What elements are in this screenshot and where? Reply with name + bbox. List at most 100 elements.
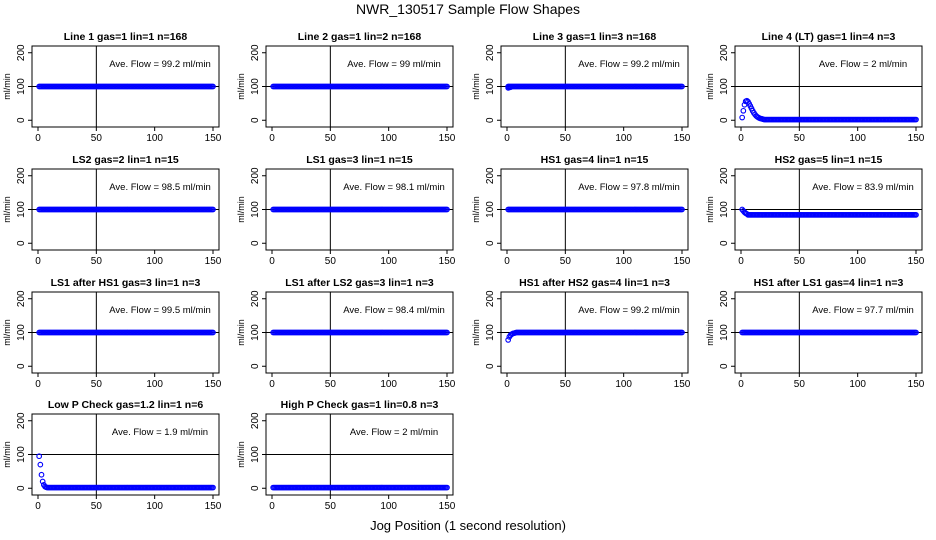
panel-title: LS2 gas=2 lin=1 n=15 bbox=[72, 154, 179, 166]
average-flow-annotation: Ave. Flow = 98.5 ml/min bbox=[109, 182, 210, 193]
y-axis-label: ml/min bbox=[2, 441, 12, 468]
x-tick-label: 50 bbox=[794, 256, 806, 267]
plot-area: LS2 gas=2 lin=1 n=15 0 50 100 150 0 100 200 ml/m… bbox=[2, 154, 222, 267]
x-tick-label: 50 bbox=[794, 379, 806, 390]
chart-panel-6: LS1 gas=3 lin=1 n=15 0 50 100 150 0 100 200 ml/m… bbox=[236, 154, 456, 267]
y-tick-label: 200 bbox=[250, 412, 261, 429]
data-point bbox=[679, 206, 685, 213]
y-axis-label: ml/min bbox=[236, 441, 246, 468]
panel-title: LS1 after HS1 gas=3 lin=1 n=3 bbox=[51, 277, 201, 289]
x-tick-label: 0 bbox=[504, 133, 510, 144]
x-tick-label: 50 bbox=[325, 133, 337, 144]
y-tick-label: 100 bbox=[250, 446, 261, 463]
y-tick-label: 100 bbox=[250, 324, 261, 341]
average-flow-annotation: Ave. Flow = 99 ml/min bbox=[347, 59, 441, 70]
x-tick-label: 50 bbox=[325, 256, 337, 267]
data-point bbox=[38, 471, 45, 478]
panel-title: HS2 gas=5 lin=1 n=15 bbox=[775, 154, 883, 166]
x-tick-label: 0 bbox=[269, 256, 275, 267]
y-tick-label: 100 bbox=[719, 201, 730, 218]
x-tick-label: 50 bbox=[91, 379, 103, 390]
page-title: NWR_130517 Sample Flow Shapes bbox=[355, 1, 581, 17]
data-point bbox=[913, 329, 919, 336]
chart-panel-12: HS1 after LS1 gas=4 lin=1 n=3 0 50 100 150 0 1… bbox=[705, 277, 925, 390]
x-tick-label: 150 bbox=[439, 379, 456, 390]
chart-panel-13: Low P Check gas=1.2 lin=1 n=6 0 50 100 150 0 1… bbox=[2, 399, 222, 512]
average-flow-annotation: Ave. Flow = 97.8 ml/min bbox=[578, 182, 679, 193]
y-tick-label: 200 bbox=[16, 412, 27, 429]
chart-panel-14: High P Check gas=1 lin=0.8 n=3 0 50 100 150 0… bbox=[236, 399, 456, 512]
data-point bbox=[444, 206, 450, 213]
x-tick-label: 0 bbox=[35, 501, 41, 512]
plot-area: High P Check gas=1 lin=0.8 n=3 0 50 100 150 0… bbox=[236, 399, 456, 512]
y-tick-label: 200 bbox=[250, 290, 261, 307]
x-tick-label: 50 bbox=[794, 133, 806, 144]
chart-panel-10: LS1 after LS2 gas=3 lin=1 n=3 0 50 100 150 0 1… bbox=[236, 277, 456, 390]
plot-area: HS1 gas=4 lin=1 n=15 0 50 100 150 0 100 200 ml/m… bbox=[471, 154, 691, 267]
y-tick-label: 200 bbox=[485, 167, 496, 184]
x-tick-label: 0 bbox=[504, 379, 510, 390]
x-tick-label: 50 bbox=[325, 501, 337, 512]
y-tick-label: 100 bbox=[719, 78, 730, 95]
data-point bbox=[505, 337, 512, 343]
y-tick-label: 0 bbox=[16, 240, 27, 246]
chart-panel-7: HS1 gas=4 lin=1 n=15 0 50 100 150 0 100 200 ml/m… bbox=[471, 154, 691, 267]
y-tick-label: 0 bbox=[250, 485, 261, 491]
x-tick-label: 150 bbox=[674, 379, 691, 390]
panel-title: HS1 after HS2 gas=4 lin=1 n=3 bbox=[519, 277, 670, 289]
panel-title: HS1 gas=4 lin=1 n=15 bbox=[541, 154, 649, 166]
x-tick-label: 150 bbox=[439, 133, 456, 144]
y-axis-label: ml/min bbox=[705, 73, 715, 100]
average-flow-annotation: Ave. Flow = 97.7 ml/min bbox=[812, 305, 913, 316]
panel-title: LS1 after LS2 gas=3 lin=1 n=3 bbox=[285, 277, 434, 289]
y-tick-label: 100 bbox=[485, 201, 496, 218]
y-axis-label: ml/min bbox=[236, 196, 246, 223]
x-tick-label: 50 bbox=[560, 256, 572, 267]
y-tick-label: 100 bbox=[16, 201, 27, 218]
data-point bbox=[210, 484, 216, 491]
chart-panel-2: Line 2 gas=1 lin=2 n=168 0 50 100 150 0 100 200… bbox=[236, 31, 456, 144]
average-flow-annotation: Ave. Flow = 98.4 ml/min bbox=[343, 305, 444, 316]
average-flow-annotation: Ave. Flow = 99.5 ml/min bbox=[109, 305, 210, 316]
average-flow-annotation: Ave. Flow = 2 ml/min bbox=[350, 427, 438, 438]
x-tick-label: 0 bbox=[35, 133, 41, 144]
x-tick-label: 0 bbox=[269, 501, 275, 512]
data-point bbox=[444, 83, 450, 90]
x-tick-label: 50 bbox=[91, 501, 103, 512]
y-tick-label: 100 bbox=[16, 446, 27, 463]
x-tick-label: 0 bbox=[269, 133, 275, 144]
y-tick-label: 0 bbox=[16, 485, 27, 491]
y-tick-label: 0 bbox=[485, 363, 496, 369]
x-tick-label: 100 bbox=[380, 379, 397, 390]
y-tick-label: 100 bbox=[485, 78, 496, 95]
average-flow-annotation: Ave. Flow = 99.2 ml/min bbox=[109, 59, 210, 70]
x-tick-label: 150 bbox=[908, 256, 925, 267]
plot-area: HS1 after LS1 gas=4 lin=1 n=3 0 50 100 150 0 1… bbox=[705, 277, 925, 390]
x-tick-label: 150 bbox=[205, 379, 222, 390]
x-tick-label: 50 bbox=[560, 133, 572, 144]
x-tick-label: 100 bbox=[380, 133, 397, 144]
x-tick-label: 150 bbox=[205, 256, 222, 267]
plot-area: LS1 after HS1 gas=3 lin=1 n=3 0 50 100 150 0 1… bbox=[2, 277, 222, 390]
x-tick-label: 50 bbox=[560, 379, 572, 390]
chart-panel-8: HS2 gas=5 lin=1 n=15 0 50 100 150 0 100 200 ml/m… bbox=[705, 154, 925, 267]
data-point bbox=[37, 461, 44, 468]
plot-area: HS1 after HS2 gas=4 lin=1 n=3 0 50 100 150 0 1… bbox=[471, 277, 691, 390]
x-tick-label: 150 bbox=[439, 256, 456, 267]
data-point bbox=[39, 478, 46, 485]
x-tick-label: 100 bbox=[146, 133, 163, 144]
plot-area: Line 4 (LT) gas=1 lin=4 n=3 0 50 100 150 0 100… bbox=[705, 31, 925, 144]
x-tick-label: 150 bbox=[439, 501, 456, 512]
data-point bbox=[913, 116, 919, 123]
y-tick-label: 200 bbox=[719, 44, 730, 61]
y-tick-label: 200 bbox=[719, 167, 730, 184]
average-flow-annotation: Ave. Flow = 1.9 ml/min bbox=[112, 427, 208, 438]
y-tick-label: 100 bbox=[250, 78, 261, 95]
chart-panel-3: Line 3 gas=1 lin=3 n=168 0 50 100 150 0 100 200… bbox=[471, 31, 691, 144]
y-tick-label: 100 bbox=[719, 324, 730, 341]
y-tick-label: 0 bbox=[16, 363, 27, 369]
x-tick-label: 150 bbox=[908, 379, 925, 390]
chart-panel-1: Line 1 gas=1 lin=1 n=168 0 50 100 150 0 100 200… bbox=[2, 31, 222, 144]
plot-area: Line 1 gas=1 lin=1 n=168 0 50 100 150 0 100 200… bbox=[2, 31, 222, 144]
